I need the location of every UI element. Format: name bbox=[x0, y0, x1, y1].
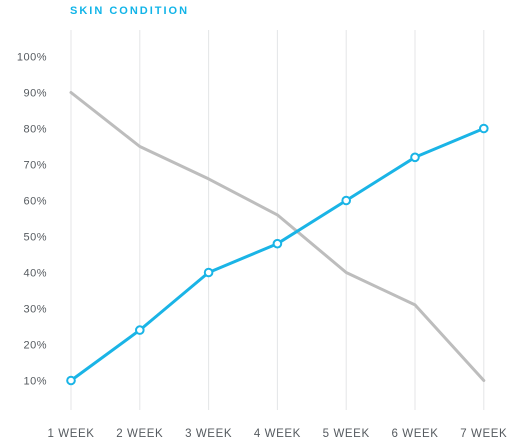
data-point bbox=[203, 267, 214, 278]
y-tick-label: 90% bbox=[23, 88, 47, 100]
data-point bbox=[66, 375, 76, 386]
y-tick-label: 10% bbox=[23, 376, 47, 388]
x-tick-label: 5 WEEK bbox=[323, 428, 370, 440]
y-tick-label: 20% bbox=[23, 340, 47, 352]
x-tick-label: 3 WEEK bbox=[185, 428, 232, 440]
y-axis-ticks: 10% 20% 30% 40% 50% 60% 70% 80% 90% 100% bbox=[17, 52, 47, 388]
x-tick-label: 2 WEEK bbox=[116, 428, 163, 440]
data-point bbox=[272, 238, 283, 249]
data-point bbox=[341, 195, 352, 206]
series bbox=[66, 91, 489, 386]
y-tick-label: 60% bbox=[23, 196, 47, 208]
x-tick-label: 6 WEEK bbox=[391, 428, 438, 440]
x-tick-label: 4 WEEK bbox=[254, 428, 301, 440]
grid bbox=[70, 30, 485, 410]
x-tick-label: 7 WEEK bbox=[460, 428, 507, 440]
y-tick-label: 80% bbox=[23, 124, 47, 136]
x-tick-label: 1 WEEK bbox=[47, 428, 94, 440]
y-tick-label: 40% bbox=[23, 268, 47, 280]
y-tick-label: 100% bbox=[17, 52, 47, 64]
data-point bbox=[135, 325, 145, 335]
x-axis-ticks: 1 WEEK 2 WEEK 3 WEEK 4 WEEK 5 WEEK 6 WEEK 7 WE… bbox=[47, 428, 507, 440]
y-tick-label: 50% bbox=[23, 232, 47, 244]
y-tick-label: 70% bbox=[23, 160, 47, 172]
data-point bbox=[479, 123, 489, 134]
data-point bbox=[410, 152, 420, 163]
y-tick-label: 30% bbox=[23, 304, 47, 316]
series-line bbox=[69, 91, 486, 382]
chart-title: SKIN CONDITION bbox=[70, 5, 189, 17]
